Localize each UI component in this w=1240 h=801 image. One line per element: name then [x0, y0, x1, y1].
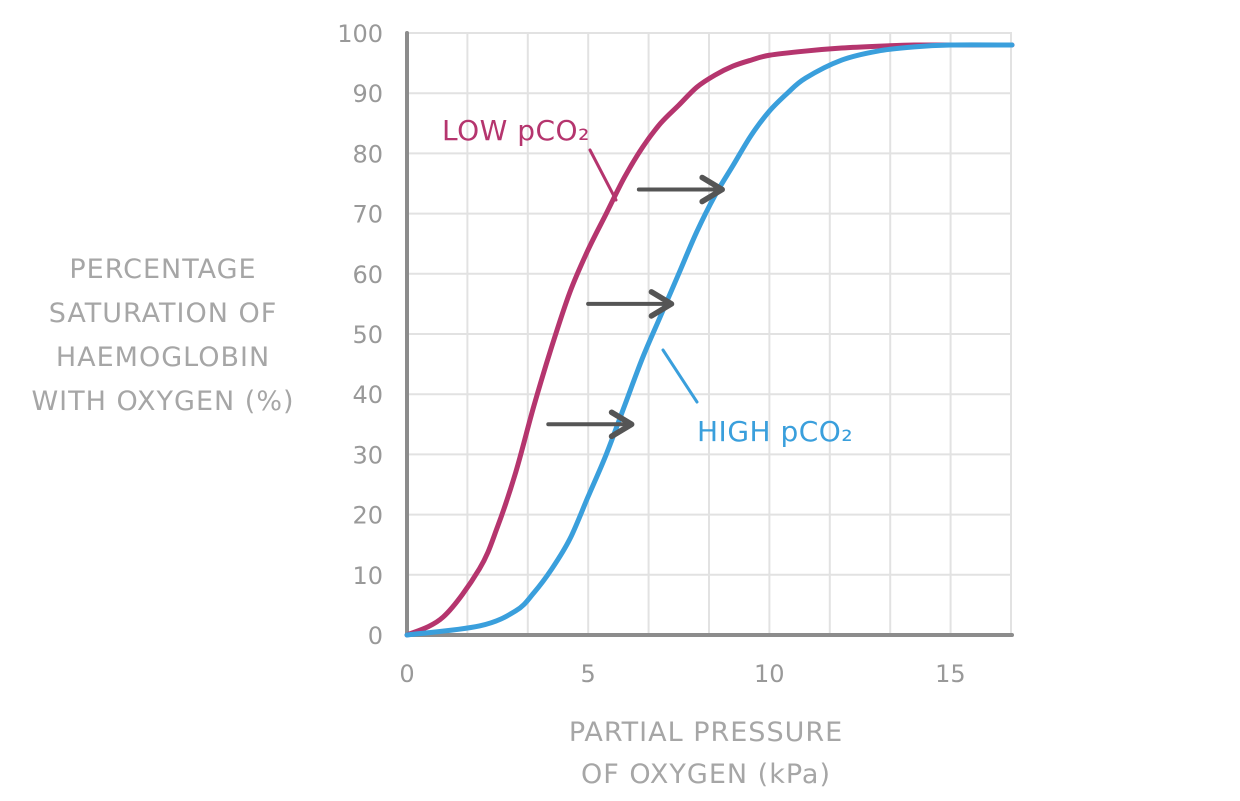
- y-tick-labels: 0 10 20 30 40 50 60 70 80 90 100: [337, 20, 383, 650]
- y-axis-title-line-4: WITH OXYGEN (%): [31, 386, 294, 417]
- y-tick-label: 20: [352, 502, 383, 530]
- y-axis-title: PERCENTAGE SATURATION OF HAEMOGLOBIN WIT…: [31, 254, 294, 417]
- y-tick-label: 100: [337, 20, 383, 48]
- x-tick-label: 0: [399, 660, 414, 688]
- x-tick-labels: 0 5 10 15: [399, 660, 965, 688]
- grid-lines: [407, 32, 1012, 635]
- x-tick-label: 5: [580, 660, 595, 688]
- y-tick-label: 50: [352, 321, 383, 349]
- leader-line-high-pco2: [661, 348, 699, 404]
- y-tick-label: 40: [352, 381, 383, 409]
- x-tick-label: 10: [754, 660, 785, 688]
- y-tick-label: 70: [352, 201, 383, 229]
- x-tick-label: 15: [935, 660, 966, 688]
- y-tick-label: 80: [352, 140, 383, 168]
- axes: [405, 31, 1014, 637]
- y-tick-label: 30: [352, 441, 383, 469]
- series-line-low-pco2: [404, 42, 1015, 638]
- leader-line-low-pco2: [588, 148, 618, 202]
- series-label-high-pco2: HIGH pCO₂: [697, 415, 853, 448]
- y-axis-title-line-3: HAEMOGLOBIN: [56, 342, 270, 373]
- x-axis-title-line-1: PARTIAL PRESSURE: [569, 717, 843, 748]
- y-tick-label: 60: [352, 261, 383, 289]
- shift-arrows: [546, 174, 725, 440]
- y-axis-title-line-2: SATURATION OF: [49, 298, 278, 329]
- x-axis-title: PARTIAL PRESSURE OF OXYGEN (kPa): [569, 717, 843, 790]
- y-tick-label: 10: [352, 562, 383, 590]
- y-tick-label: 90: [352, 80, 383, 108]
- series-label-low-pco2: LOW pCO₂: [442, 114, 590, 147]
- x-axis-title-line-2: OF OXYGEN (kPa): [581, 759, 831, 790]
- y-tick-label: 0: [368, 622, 383, 650]
- series-line-high-pco2: [404, 42, 1015, 638]
- series-lines: [404, 42, 1015, 638]
- y-axis-title-line-1: PERCENTAGE: [69, 254, 256, 285]
